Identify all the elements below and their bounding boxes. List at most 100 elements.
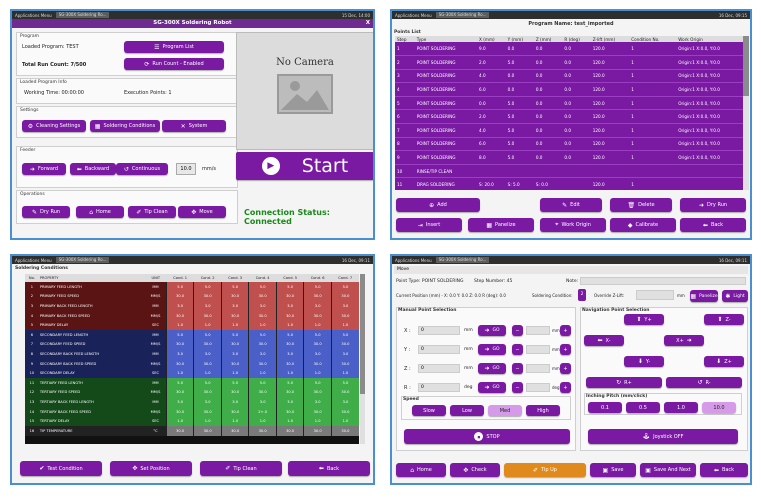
table-cell[interactable]: 30.0 bbox=[330, 406, 359, 417]
table-row[interactable]: 6 POINT SOLDERING 2.0 5.0 0.0 0.0 120.0 1 Origin… bbox=[395, 110, 743, 124]
taskbar-app-tab[interactable]: SG-300X Soldering Ro... bbox=[435, 12, 490, 18]
table-cell[interactable]: 3.0 bbox=[248, 349, 277, 359]
table-cell[interactable]: 1.0 bbox=[275, 416, 304, 426]
table-row[interactable]: 2 POINT SOLDERING 2.0 5.0 0.0 0.0 120.0 1 Origin… bbox=[395, 56, 743, 70]
table-cell[interactable]: 30.0 bbox=[193, 310, 222, 321]
table-cell[interactable]: 5.0 bbox=[220, 377, 249, 388]
table-cell[interactable]: 30.0 bbox=[303, 358, 332, 369]
edit-button[interactable]: ✎ Edit bbox=[540, 198, 602, 212]
light-button[interactable]: ✱ Light bbox=[722, 290, 748, 302]
axis-value-input[interactable]: 0 bbox=[418, 364, 460, 373]
table-cell[interactable]: 3.0 bbox=[220, 397, 249, 407]
table-cell[interactable]: 3.0 bbox=[275, 397, 304, 407]
table-row[interactable]: 4 PRIMARY BACK FEED SPEED MM/S 30.0 30.0 30.0… bbox=[25, 310, 359, 321]
points-back-button[interactable]: ⬅ Back bbox=[680, 218, 746, 232]
table-cell[interactable]: 5.0 bbox=[330, 282, 359, 292]
z-up-button[interactable]: ⬆ Z- bbox=[704, 314, 744, 325]
table-cell[interactable]: 3.0 bbox=[303, 397, 332, 407]
table-cell[interactable]: 30.0 bbox=[330, 425, 359, 436]
table-cell[interactable]: 30.0 bbox=[303, 310, 332, 321]
joystick-button[interactable]: 🕹 Joystick OFF bbox=[588, 429, 738, 444]
table-cell[interactable]: 5.0 bbox=[193, 377, 222, 388]
pitch-0-5-button[interactable]: 0.5 bbox=[626, 402, 660, 413]
table-cell[interactable]: 30.0 bbox=[193, 358, 222, 369]
table-row[interactable]: 7 SECONDARY FEED SPEED MM/S 30.0 30.0 30.0 30.… bbox=[25, 339, 359, 350]
table-cell[interactable]: 30.0 bbox=[220, 291, 249, 302]
table-cell[interactable]: 30.0 bbox=[248, 291, 277, 302]
jog-value-input[interactable] bbox=[526, 326, 550, 335]
table-cell[interactable]: 5.0 bbox=[220, 329, 249, 340]
applications-menu[interactable]: Applications Menu bbox=[15, 12, 52, 18]
jog-value-input[interactable] bbox=[526, 383, 550, 392]
table-cell[interactable]: 30.0 bbox=[330, 291, 359, 302]
override-zlift-input[interactable] bbox=[636, 290, 674, 300]
table-cell[interactable]: 30.0 bbox=[165, 358, 194, 369]
table-row[interactable]: 3 PRIMARY BACK FEED LENGTH MM 3.0 3.0 3.0 3.0 3… bbox=[25, 301, 359, 311]
table-cell[interactable]: 30.0 bbox=[248, 425, 277, 436]
table-cell[interactable]: 3.0 bbox=[193, 301, 222, 311]
save-and-next-button[interactable]: ▣ Save And Next bbox=[640, 463, 696, 477]
table-cell[interactable]: 5.0 bbox=[248, 329, 277, 340]
jog-minus-button[interactable]: − bbox=[512, 382, 523, 393]
table-row[interactable]: 8 SECONDARY BACK FEED LENGTH MM 3.0 3.0 3.0 3.… bbox=[25, 349, 359, 359]
table-cell[interactable]: 30.0 bbox=[193, 406, 222, 417]
table-cell[interactable]: 5.0 bbox=[248, 377, 277, 388]
conditions-back-button[interactable]: ⬅ Back bbox=[288, 461, 370, 476]
table-cell[interactable]: 30.0 bbox=[165, 339, 194, 350]
table-cell[interactable]: 30.0 bbox=[248, 387, 277, 398]
table-cell[interactable]: 3.0 bbox=[165, 349, 194, 359]
go-button[interactable]: ➜ GO bbox=[478, 382, 506, 393]
table-row[interactable]: 13 TERTIARY BACK FEED LENGTH MM 3.0 3.0 3.0 3.… bbox=[25, 397, 359, 407]
table-cell[interactable]: 5.0 bbox=[248, 282, 277, 292]
table-cell[interactable]: 30.0 bbox=[165, 425, 194, 436]
table-cell[interactable]: 3.0 bbox=[193, 397, 222, 407]
table-row[interactable]: 5 POINT SOLDERING 0.0 5.0 0.0 0.0 120.0 1 Origin… bbox=[395, 96, 743, 110]
x-plus-button[interactable]: X+ ➜ bbox=[664, 335, 704, 346]
table-cell[interactable]: 3.0 bbox=[275, 349, 304, 359]
home-button[interactable]: ⌂ Home bbox=[76, 206, 124, 218]
table-cell[interactable]: 30.0 bbox=[220, 425, 249, 436]
system-button[interactable]: ✕ System bbox=[162, 120, 226, 132]
table-cell[interactable]: 1.0 bbox=[165, 416, 194, 426]
table-cell[interactable]: 1.0 bbox=[303, 416, 332, 426]
speed-high-button[interactable]: High bbox=[526, 405, 560, 416]
table-cell[interactable]: 3.0 bbox=[165, 397, 194, 407]
panelize-button[interactable]: ▦ Panelize bbox=[468, 218, 534, 232]
table-row[interactable]: 3 POINT SOLDERING 4.0 0.0 0.0 0.0 120.0 1 Origin… bbox=[395, 69, 743, 83]
y-plus-button[interactable]: ⬆ Y+ bbox=[624, 314, 664, 325]
table-cell[interactable]: 5.0 bbox=[330, 377, 359, 388]
table-cell[interactable]: 1.0 bbox=[303, 320, 332, 330]
table-cell[interactable]: 30.0 bbox=[275, 291, 304, 302]
table-cell[interactable]: 1.0 bbox=[330, 368, 359, 378]
table-cell[interactable]: 3.0 bbox=[220, 301, 249, 311]
table-cell[interactable]: 30.0 bbox=[193, 425, 222, 436]
table-cell[interactable]: 1.0 bbox=[193, 368, 222, 378]
table-cell[interactable]: 5.0 bbox=[275, 282, 304, 292]
table-cell[interactable]: 1.0 bbox=[193, 320, 222, 330]
table-cell[interactable]: 30.0 bbox=[303, 406, 332, 417]
table-cell[interactable]: 30.0 bbox=[248, 358, 277, 369]
table-row[interactable]: 16 TIP TEMPERATURE °C 30.0 30.0 30.0 30.0 30.0 3… bbox=[25, 425, 359, 436]
axis-value-input[interactable]: 0 bbox=[418, 383, 460, 392]
move-panelize-button[interactable]: ▦ Panelize bbox=[690, 290, 718, 302]
z-down-button[interactable]: ⬇ Z+ bbox=[704, 356, 744, 367]
table-cell[interactable]: 30.0 bbox=[220, 358, 249, 369]
table-cell[interactable]: 2+.0 bbox=[248, 406, 277, 417]
speed-med-button[interactable]: Med bbox=[488, 405, 522, 416]
table-cell[interactable]: 30.0 bbox=[330, 358, 359, 369]
taskbar-app-tab[interactable]: SG-300X Soldering Ro... bbox=[55, 12, 110, 18]
table-cell[interactable]: 5.0 bbox=[275, 329, 304, 340]
backward-button[interactable]: ⬅ Backward bbox=[70, 163, 116, 175]
table-row[interactable]: 11 DRAG SOLDERING S: 20.0 S: 5.0 S: 0.0 120.0… bbox=[395, 178, 743, 190]
table-cell[interactable]: 30.0 bbox=[193, 339, 222, 350]
r-minus-button[interactable]: ↺ R- bbox=[666, 377, 742, 388]
move-home-button[interactable]: ⌂ Home bbox=[396, 463, 446, 477]
table-cell[interactable]: 30.0 bbox=[248, 310, 277, 321]
set-position-button[interactable]: ✥ Set Position bbox=[110, 461, 192, 476]
table-cell[interactable]: 1.0 bbox=[248, 416, 277, 426]
axis-value-input[interactable]: 0 bbox=[418, 326, 460, 335]
table-row[interactable]: 5 PRIMARY DELAY SEC 1.0 1.0 1.0 1.0 1.0 1.0 1.0 bbox=[25, 320, 359, 330]
conditions-tip-clean-button[interactable]: ✐ Tip Clean bbox=[200, 461, 282, 476]
points-scrollbar[interactable] bbox=[743, 36, 749, 190]
start-button[interactable]: ▶ Start bbox=[236, 152, 373, 180]
